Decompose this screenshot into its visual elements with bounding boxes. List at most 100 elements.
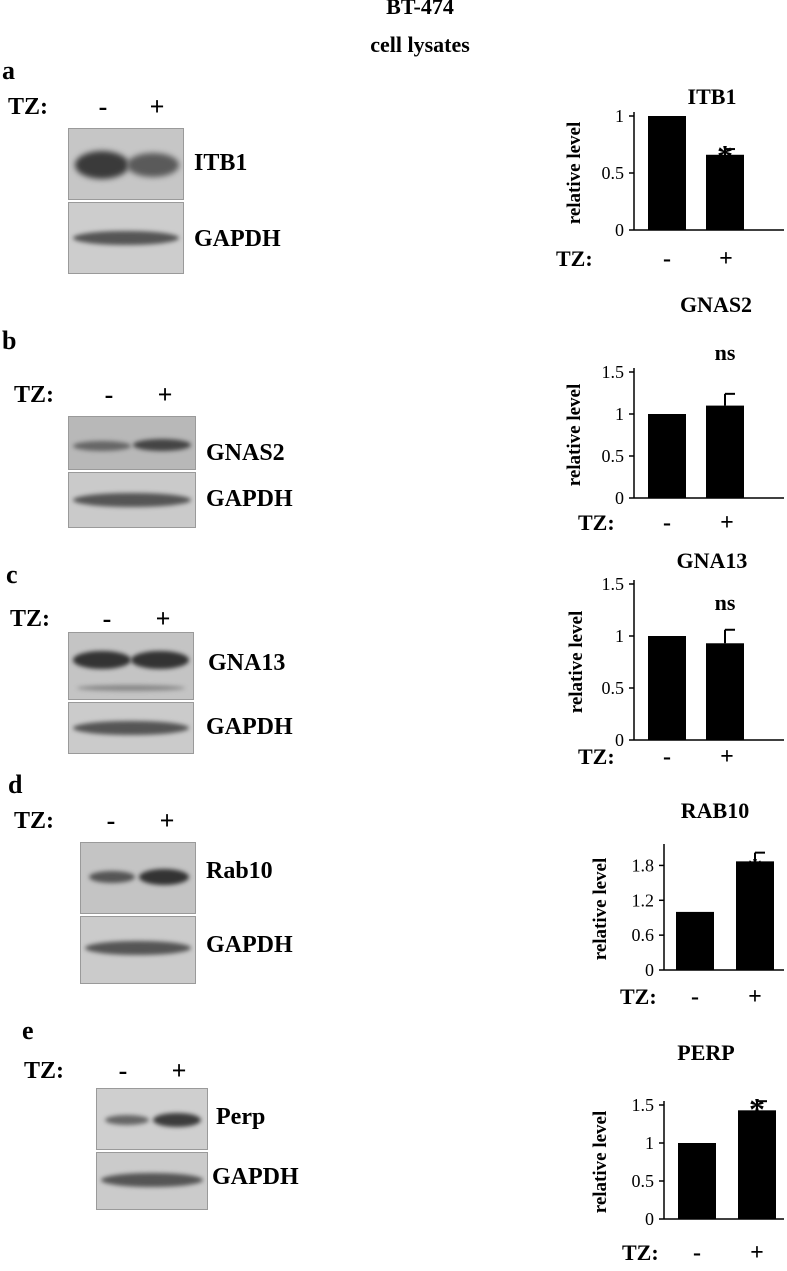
blot-label-gapdh-b: GAPDH [206, 486, 293, 512]
bar-perp-plus [738, 1110, 776, 1219]
chart-title-perp: PERP [677, 1040, 734, 1065]
x-tick-minus-rab10: - [691, 984, 699, 1010]
lane-plus-a: + [149, 92, 165, 121]
y-tick-label-itb1-2: 1 [615, 106, 624, 126]
x-axis-label-perp: TZ: [622, 1240, 659, 1265]
y-tick-label-gna13-0: 0 [615, 730, 624, 750]
lane-minus-b: - [104, 380, 114, 409]
bar-perp-minus [678, 1143, 716, 1219]
x-axis-label-gna13: TZ: [578, 744, 615, 769]
y-tick-label-itb1-0: 0 [615, 220, 624, 240]
blot-label-gnas2: GNAS2 [206, 440, 285, 466]
blot-gna13 [68, 632, 194, 700]
x-tick-minus-itb1: - [663, 246, 671, 272]
tz-label-a: TZ: [8, 94, 49, 120]
x-axis-label-gnas2: TZ: [578, 510, 615, 535]
blot-label-gapdh-e: GAPDH [212, 1164, 299, 1190]
blot-label-gapdh-d: GAPDH [206, 932, 293, 958]
panel-letter-d: d [8, 770, 23, 799]
blot-perp [96, 1088, 208, 1150]
panel-letter-a: a [2, 56, 15, 85]
blot-label-rab10: Rab10 [206, 858, 273, 884]
y-axis-label-perp: relative level [590, 1111, 611, 1214]
significance-gnas2: ns [715, 340, 736, 365]
x-axis-label-rab10: TZ: [620, 984, 657, 1009]
y-tick-label-gnas2-0: 0 [615, 488, 624, 508]
panel-letter-e: e [22, 1016, 34, 1045]
bar-itb1-minus [648, 116, 686, 230]
panel-letter-b: b [2, 326, 17, 355]
blot-label-gapdh-a: GAPDH [194, 226, 281, 252]
tz-label-d: TZ: [14, 808, 55, 834]
chart-title-rab10: RAB10 [681, 798, 749, 823]
figure-header-line1: BT-474 [386, 0, 454, 19]
x-tick-minus-gna13: - [663, 744, 671, 770]
bar-gnas2-minus [648, 414, 686, 498]
significance-itb1: * [717, 138, 733, 174]
x-tick-minus-gnas2: - [663, 510, 671, 536]
lane-plus-b: + [157, 380, 173, 409]
tz-label-c: TZ: [10, 606, 51, 632]
lane-minus-e: - [118, 1056, 128, 1085]
lane-minus-a: - [98, 92, 108, 121]
y-tick-label-perp-1: 0.5 [632, 1171, 655, 1191]
y-tick-label-gnas2-2: 1 [615, 404, 624, 424]
blot-label-gna13: GNA13 [208, 650, 286, 676]
significance-perp: * [749, 1091, 765, 1127]
blot-label-perp: Perp [216, 1104, 266, 1130]
x-tick-plus-perp: + [750, 1240, 764, 1266]
blot-gapdh-b [68, 472, 196, 528]
significance-gna13: ns [715, 590, 736, 615]
y-tick-label-gna13-3: 1.5 [602, 574, 625, 594]
blot-gapdh-d [80, 916, 196, 984]
y-tick-label-gnas2-1: 0.5 [602, 446, 625, 466]
x-tick-plus-gna13: + [720, 744, 734, 770]
y-tick-label-rab10-0: 0 [645, 960, 654, 980]
y-tick-label-gna13-2: 1 [615, 626, 624, 646]
x-tick-minus-perp: - [693, 1240, 701, 1266]
panel-letter-c: c [6, 560, 18, 589]
chart-title-itb1: ITB1 [688, 84, 737, 109]
blot-label-gapdh-c: GAPDH [206, 714, 293, 740]
x-tick-plus-rab10: + [748, 984, 762, 1010]
blot-rab10 [80, 842, 196, 914]
bar-itb1-plus [706, 154, 744, 230]
y-tick-label-gna13-1: 0.5 [602, 678, 625, 698]
chart-title-gna13: GNA13 [677, 548, 748, 573]
y-tick-label-rab10-2: 1.2 [632, 890, 655, 910]
y-tick-label-itb1-1: 0.5 [602, 163, 625, 183]
y-tick-label-rab10-1: 0.6 [632, 925, 655, 945]
bar-rab10-plus [736, 861, 774, 970]
y-axis-label-gnas2: relative level [564, 384, 585, 487]
lane-plus-d: + [159, 806, 175, 835]
lane-plus-e: + [171, 1056, 187, 1085]
blot-gapdh-a [68, 202, 184, 274]
y-tick-label-perp-2: 1 [645, 1133, 654, 1153]
bar-gna13-plus [706, 643, 744, 740]
tz-label-b: TZ: [14, 382, 55, 408]
x-tick-plus-gnas2: + [720, 510, 734, 536]
y-axis-label-itb1: relative level [564, 122, 585, 225]
blot-gapdh-c [68, 702, 194, 754]
y-tick-label-perp-0: 0 [645, 1209, 654, 1229]
tz-label-e: TZ: [24, 1058, 65, 1084]
y-tick-label-perp-3: 1.5 [632, 1095, 655, 1115]
bar-gna13-minus [648, 636, 686, 740]
blot-itb1 [68, 128, 184, 200]
bar-gnas2-plus [706, 405, 744, 498]
blot-gnas2 [68, 416, 196, 470]
chart-title-gnas2: GNAS2 [680, 292, 752, 317]
x-tick-plus-itb1: + [719, 246, 733, 272]
lane-plus-c: + [155, 604, 171, 633]
figure-header-line2: cell lysates [370, 32, 470, 57]
y-tick-label-gnas2-3: 1.5 [602, 362, 625, 382]
lane-minus-d: - [106, 806, 116, 835]
blot-label-itb1: ITB1 [194, 150, 248, 176]
y-tick-label-rab10-3: 1.8 [632, 855, 655, 875]
lane-minus-c: - [102, 604, 112, 633]
y-axis-label-rab10: relative level [590, 858, 611, 961]
bar-rab10-minus [676, 911, 714, 970]
x-axis-label-itb1: TZ: [556, 246, 593, 271]
y-axis-label-gna13: relative level [566, 611, 587, 714]
